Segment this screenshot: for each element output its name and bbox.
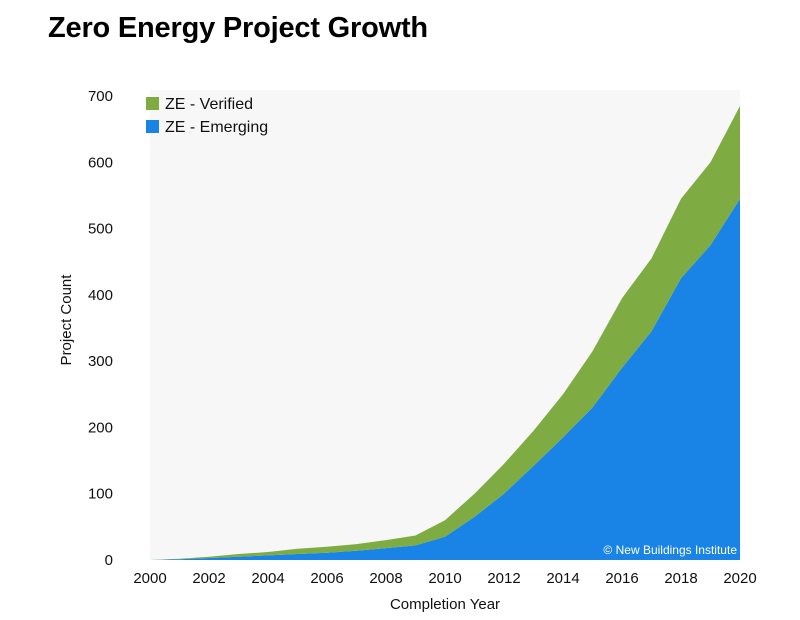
y-tick-label: 500 <box>88 221 113 238</box>
x-tick-label: 2004 <box>251 570 284 587</box>
x-tick-label: 2006 <box>310 570 343 587</box>
y-tick-label: 600 <box>88 154 113 171</box>
x-tick-label: 2018 <box>664 570 697 587</box>
legend-label: ZE - Verified <box>165 96 253 113</box>
y-axis-ticks: 0 100 200 300 400 500 600 700 <box>88 88 113 569</box>
y-tick-label: 300 <box>88 353 113 370</box>
x-axis-ticks: 2000 2002 2004 2006 2008 2010 2012 2014 2016 2018… <box>133 570 756 587</box>
y-tick-label: 400 <box>88 287 113 304</box>
x-tick-label: 2012 <box>487 570 520 587</box>
x-tick-label: 2020 <box>723 570 756 587</box>
x-tick-label: 2000 <box>133 570 166 587</box>
credit-text: © New Buildings Institute <box>603 543 737 557</box>
x-tick-label: 2010 <box>428 570 461 587</box>
x-axis-label: Completion Year <box>390 596 500 613</box>
y-axis-label: Project Count <box>58 274 75 366</box>
legend-swatch <box>146 120 159 133</box>
x-tick-label: 2014 <box>546 570 579 587</box>
x-tick-label: 2016 <box>605 570 638 587</box>
area-series-group <box>150 105 740 561</box>
legend-label: ZE - Emerging <box>165 119 268 136</box>
y-tick-label: 100 <box>88 486 113 503</box>
area-ze-verified <box>150 105 740 561</box>
legend-swatch <box>146 97 159 110</box>
y-tick-label: 700 <box>88 88 113 105</box>
x-tick-label: 2008 <box>369 570 402 587</box>
legend: ZE - Verified ZE - Emerging <box>146 96 268 136</box>
area-ze-emerging <box>150 198 740 560</box>
y-tick-label: 0 <box>105 552 113 569</box>
y-tick-label: 200 <box>88 419 113 436</box>
chart-title: Zero Energy Project Growth <box>48 12 428 44</box>
x-tick-label: 2002 <box>192 570 225 587</box>
